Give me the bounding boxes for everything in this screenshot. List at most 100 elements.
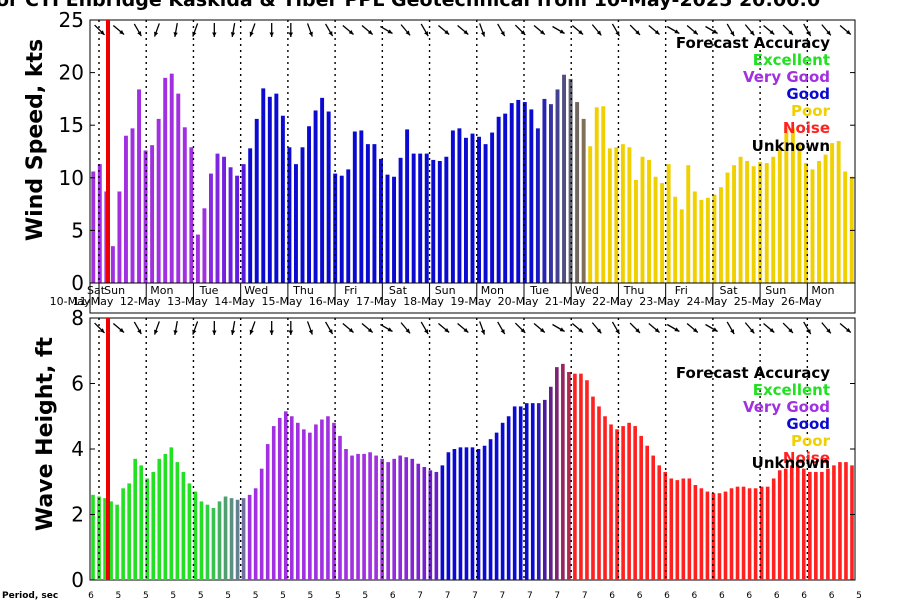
bar bbox=[127, 483, 131, 580]
bar bbox=[555, 367, 559, 580]
date-label: 11-May bbox=[73, 295, 114, 308]
bar bbox=[314, 424, 318, 580]
bar bbox=[308, 432, 312, 580]
y-tick-label: 6 bbox=[71, 372, 84, 396]
bar bbox=[229, 498, 234, 580]
period-value: 6 bbox=[692, 591, 698, 600]
bar bbox=[651, 455, 656, 580]
bar bbox=[808, 471, 812, 580]
bar bbox=[247, 494, 252, 580]
date-label: 23-May bbox=[639, 295, 680, 308]
bar bbox=[640, 156, 645, 283]
bar bbox=[607, 148, 612, 283]
legend-item-unknown: Unknown bbox=[752, 454, 830, 472]
direction-arrow bbox=[591, 322, 602, 334]
y-tick-label: 10 bbox=[59, 166, 84, 190]
date-label: 14-May bbox=[214, 295, 255, 308]
bar bbox=[248, 148, 253, 283]
direction-arrow bbox=[533, 323, 546, 333]
bar bbox=[836, 140, 841, 283]
bar bbox=[506, 416, 511, 580]
bar bbox=[386, 462, 390, 580]
bar bbox=[585, 380, 589, 580]
bar bbox=[283, 411, 288, 580]
bar bbox=[362, 453, 366, 580]
direction-arrow bbox=[306, 321, 313, 335]
period-value: 7 bbox=[500, 591, 506, 600]
bar bbox=[117, 191, 122, 283]
direction-arrow bbox=[803, 321, 812, 335]
bar bbox=[573, 373, 577, 580]
bar bbox=[758, 162, 763, 283]
day-label: Fri bbox=[344, 284, 357, 297]
legend-heading: Forecast Accuracy bbox=[676, 34, 830, 52]
day-label: Wed bbox=[575, 284, 599, 297]
bar bbox=[542, 98, 547, 284]
wave-height-axis-label: Wave Height, ft bbox=[33, 336, 58, 531]
bar bbox=[404, 457, 409, 580]
bar bbox=[169, 447, 174, 580]
direction-arrow bbox=[420, 23, 429, 37]
bar bbox=[235, 175, 240, 283]
bar bbox=[797, 145, 802, 283]
bar bbox=[747, 488, 752, 580]
date-label: 12-May bbox=[120, 295, 161, 308]
bar bbox=[653, 176, 658, 283]
bar bbox=[97, 496, 101, 580]
bar bbox=[163, 77, 168, 283]
date-label: 16-May bbox=[309, 295, 350, 308]
period-values: 6 5 5 5 5 5 5 5 5 5 5 6 7 7 7 7 7 7 7 6 6 6 6 6 6 6 6 6 5 bbox=[88, 591, 862, 600]
bar bbox=[745, 160, 750, 283]
bar bbox=[699, 199, 704, 283]
bar bbox=[91, 494, 95, 580]
bar bbox=[575, 102, 580, 283]
period-value: 5 bbox=[280, 591, 286, 600]
bar bbox=[633, 426, 637, 580]
direction-arrow bbox=[94, 24, 105, 36]
bar bbox=[536, 403, 541, 580]
bar bbox=[109, 501, 113, 580]
bar bbox=[428, 470, 433, 580]
bar bbox=[522, 102, 527, 283]
bar bbox=[579, 373, 583, 580]
direction-arrow bbox=[629, 24, 641, 36]
direction-arrow bbox=[726, 23, 735, 37]
period-value: 5 bbox=[856, 591, 862, 600]
bar bbox=[751, 166, 756, 283]
direction-arrow bbox=[192, 23, 199, 37]
wind-speed-panel: 0510152025Sat10-MaySun11-MayMon12-MayTue… bbox=[50, 8, 856, 314]
direction-arrow bbox=[342, 323, 354, 333]
direction-arrow bbox=[361, 25, 374, 35]
bar bbox=[332, 422, 336, 580]
date-label: 19-May bbox=[450, 295, 491, 308]
bar bbox=[482, 445, 487, 580]
bar bbox=[669, 478, 674, 580]
direction-arrow bbox=[648, 25, 660, 35]
bar bbox=[209, 173, 213, 283]
bar bbox=[759, 486, 764, 580]
bar bbox=[446, 452, 451, 580]
bar bbox=[627, 147, 632, 283]
bar bbox=[163, 453, 168, 580]
bar bbox=[634, 179, 638, 283]
date-label: 24-May bbox=[687, 295, 728, 308]
bar bbox=[810, 169, 815, 283]
bar bbox=[488, 439, 493, 580]
period-value: 7 bbox=[554, 591, 560, 600]
day-label: Sun bbox=[104, 284, 125, 297]
direction-arrow bbox=[552, 25, 565, 35]
bar bbox=[693, 485, 698, 580]
chart-title: or CTI Enbridge Kaskida & Tiber PPL Geot… bbox=[0, 0, 820, 11]
bar bbox=[723, 491, 728, 580]
bar bbox=[771, 156, 776, 283]
bar bbox=[621, 426, 625, 580]
bar bbox=[660, 183, 665, 283]
legend-item-good: Good bbox=[786, 85, 830, 103]
bar bbox=[512, 406, 517, 580]
direction-arrow bbox=[552, 323, 565, 333]
bar bbox=[259, 468, 264, 580]
direction-arrow bbox=[821, 322, 832, 334]
bar bbox=[705, 491, 710, 580]
direction-arrow bbox=[457, 323, 469, 333]
bar bbox=[647, 159, 651, 283]
